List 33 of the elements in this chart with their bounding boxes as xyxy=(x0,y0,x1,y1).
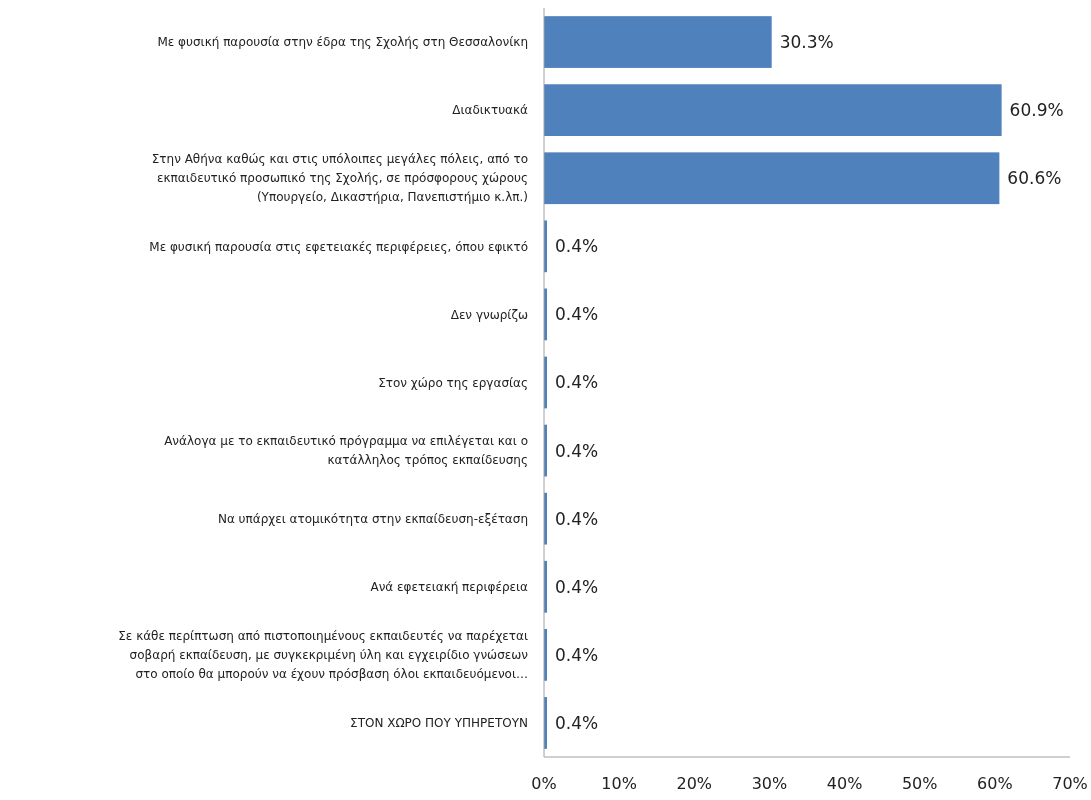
y-tick-label: Σε κάθε περίπτωση από πιστοποιημένους εκπαιδευτές να παρέχεται σοβαρή εκπαίδευση, με συγκεκριμένη ύλη και εγχειρίδιο γνώσεων στο οποίο θα μπορούν να έχουν πρόσβαση όλοι εκπαιδευόμενοι… xyxy=(118,629,529,682)
data-label: 0.4% xyxy=(555,576,599,597)
data-label: 30.3% xyxy=(779,32,834,52)
data-label: 0.4% xyxy=(555,372,599,393)
data-label: 60.9% xyxy=(1009,100,1064,121)
data-label: 0.4% xyxy=(555,644,599,665)
y-tick-label: Δεν γνωρίζω xyxy=(450,307,528,322)
y-tick-label: ΣΤΟΝ ΧΩΡΟ ΠΟΥ ΥΠΗΡΕΤΟΥΝ xyxy=(350,716,528,731)
y-tick-label: Να υπάρχει ατομικότητα στην εκπαίδευση-εξέταση xyxy=(217,511,528,526)
x-tick-label: 30% xyxy=(751,774,788,793)
x-tick-label: 10% xyxy=(601,774,637,793)
data-label: 60.6% xyxy=(1007,168,1062,189)
data-label: 0.4% xyxy=(555,712,599,733)
bar xyxy=(544,152,1000,205)
y-tick-label: Διαδικτυακά xyxy=(452,103,529,118)
bar xyxy=(544,16,772,68)
data-label: 0.4% xyxy=(555,440,599,461)
x-tick-label: 50% xyxy=(901,774,938,793)
x-tick-label: 0% xyxy=(531,774,557,793)
y-tick-label: Ανάλογα με το εκπαιδευτικό πρόγραμμα να επιλέγεται και ο κατάλληλος τρόπος εκπαίδευσης xyxy=(164,434,528,468)
data-label: 0.4% xyxy=(555,508,599,529)
y-tick-label: Στον χώρο της εργασίας xyxy=(378,375,528,390)
y-tick-label: Στην Αθήνα καθώς και στις υπόλοιπες μεγάλες πόλεις, από το εκπαιδευτικό προσωπικό της Σχολής, σε πρόσφορους χώρους (Υπουργείο, Δικαστήρια, Πανεπιστήμιο κ.λπ.) xyxy=(151,152,528,205)
x-tick-label: 20% xyxy=(676,774,713,793)
y-tick-label: Ανά εφετειακή περιφέρεια xyxy=(370,579,529,594)
x-tick-label: 40% xyxy=(826,774,863,793)
data-label: 0.4% xyxy=(555,236,599,257)
data-label: 0.4% xyxy=(555,304,599,325)
y-tick-label: Με φυσική παρουσία στις εφετειακές περιφέρειες, όπου εφικτό xyxy=(149,239,528,254)
x-tick-label: 70% xyxy=(1052,774,1088,793)
x-tick-label: 60% xyxy=(977,774,1013,793)
y-tick-label: Με φυσική παρουσία στην έδρα της Σχολής στη Θεσσαλονίκη xyxy=(157,35,528,50)
bar xyxy=(544,84,1002,137)
